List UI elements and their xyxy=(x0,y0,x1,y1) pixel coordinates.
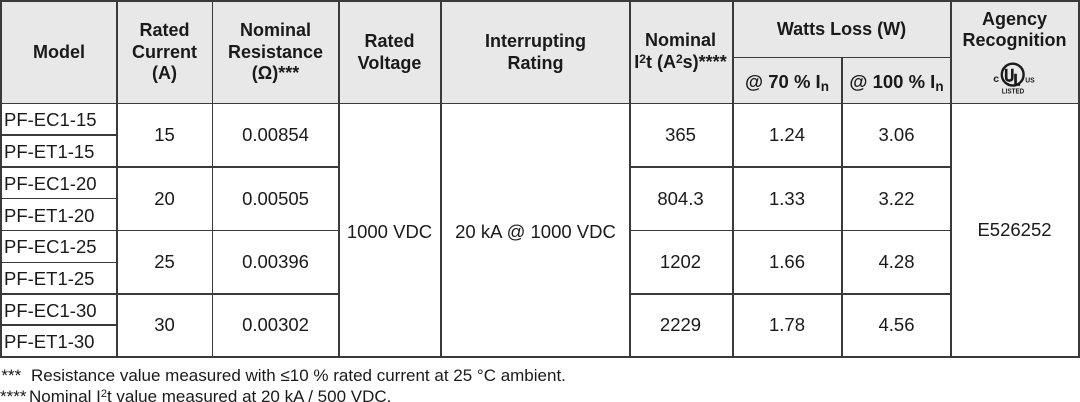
svg-text:c: c xyxy=(993,73,999,85)
svg-text:US: US xyxy=(1025,77,1035,84)
svg-text:LISTED: LISTED xyxy=(1002,87,1024,96)
